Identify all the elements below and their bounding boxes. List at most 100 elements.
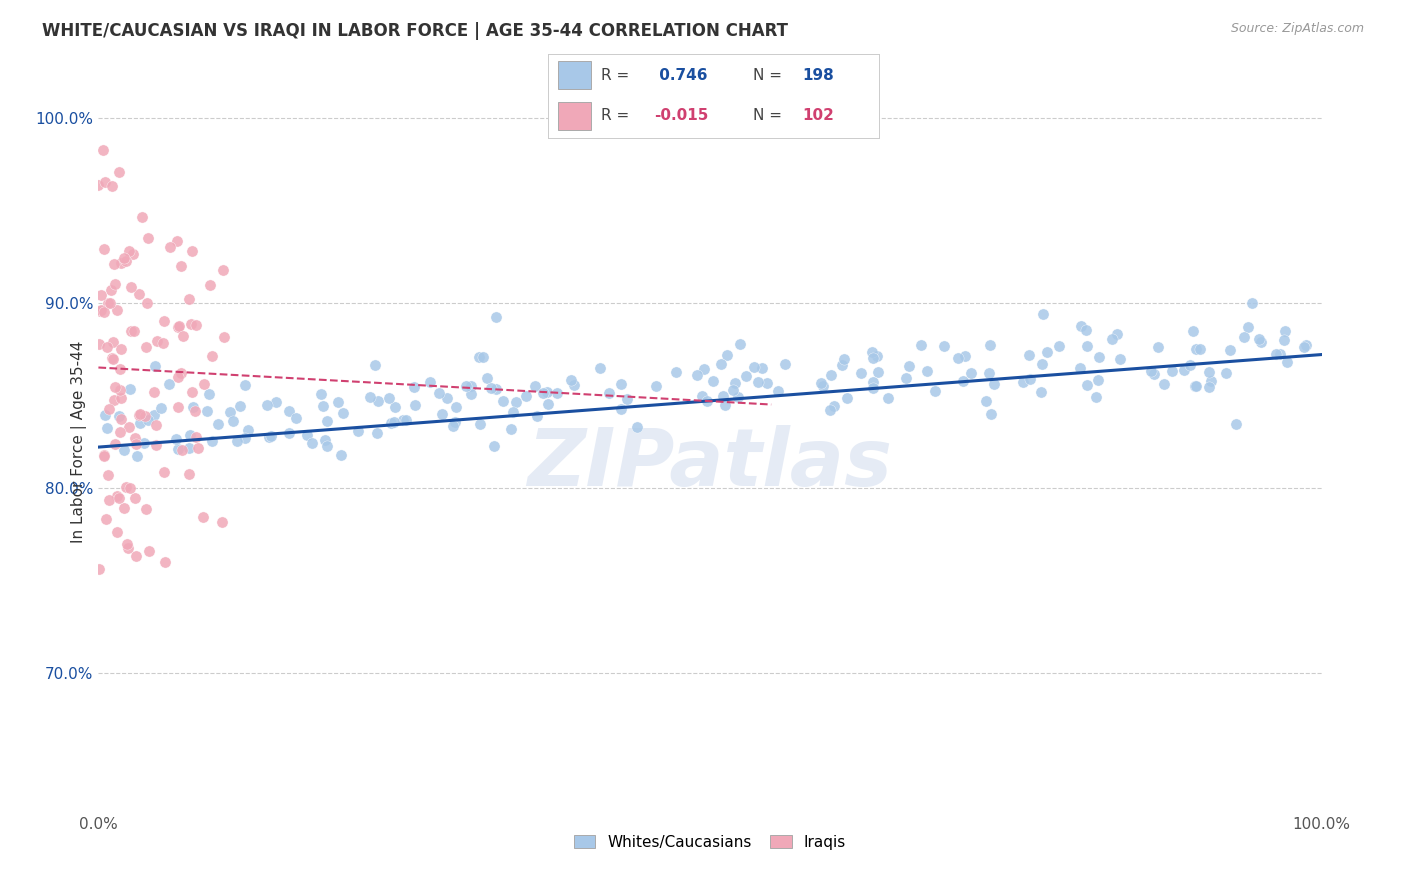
Bar [558,102,592,130]
Point [143,359,166,373]
Point [1225,417,1247,431]
Point [427,385,450,400]
Point [94,408,117,422]
Point [93,305,115,319]
Point [897,359,920,373]
Point [1250,335,1272,350]
Point [110,412,132,426]
Point [1047,338,1070,352]
Point [960,366,983,380]
Point [714,398,737,412]
Point [125,449,148,463]
Point [211,263,233,277]
Point [1199,374,1222,388]
Point [1274,334,1296,348]
Point [721,383,744,397]
Point [380,416,402,430]
Point [1018,348,1040,362]
Point [823,399,845,413]
Point [101,179,124,194]
Text: ZIPatlas: ZIPatlas [527,425,893,503]
Point [187,441,209,455]
Point [222,414,245,428]
Point [117,541,139,555]
Point [98,492,121,507]
Point [105,303,128,318]
Point [1184,378,1206,392]
Point [456,379,478,393]
Point [136,413,159,427]
Point [436,392,458,406]
Point [117,537,139,551]
Point [278,425,301,440]
Point [479,381,502,395]
Point [124,437,146,451]
Point [1140,364,1163,378]
Point [894,371,917,385]
Point [347,424,370,438]
Text: Source: ZipAtlas.com: Source: ZipAtlas.com [1230,22,1364,36]
Point [104,277,127,291]
Point [1294,340,1316,354]
Point [979,337,1001,351]
Point [124,491,146,505]
Point [1074,323,1097,337]
Point [392,413,415,427]
Point [686,368,709,383]
Point [110,342,132,356]
Point [915,364,938,378]
Point [89,303,111,318]
Text: 0.746: 0.746 [654,68,707,83]
Point [1240,296,1263,310]
Point [948,351,970,365]
Point [835,392,858,406]
Point [832,351,855,366]
Point [135,501,157,516]
Point [953,349,976,363]
Text: N =: N = [754,108,782,123]
Point [153,555,176,569]
Text: R =: R = [602,68,630,83]
Point [402,380,425,394]
Point [121,247,143,261]
Point [129,416,152,430]
Point [184,430,207,444]
Point [546,386,568,401]
Point [1143,367,1166,381]
Point [364,358,387,372]
Point [108,491,131,505]
Point [976,394,998,409]
Point [179,467,201,481]
Point [367,394,389,409]
Point [257,430,280,444]
Point [170,366,193,380]
Point [1233,330,1256,344]
Point [107,164,129,178]
Point [1147,339,1170,353]
Point [560,373,582,387]
Point [103,393,125,408]
Point [198,278,221,293]
Point [378,391,401,405]
Point [404,398,426,412]
Point [980,407,1002,421]
Point [117,244,139,259]
Point [94,176,117,190]
Point [115,480,138,494]
Text: 102: 102 [803,108,835,123]
Point [443,416,465,430]
Point [537,397,560,411]
Point [626,419,648,434]
Point [233,431,256,445]
Point [124,549,146,563]
Point [766,384,789,398]
Point [104,437,127,451]
Point [866,349,889,363]
Point [181,400,204,414]
Point [121,324,143,338]
Point [108,425,131,439]
Point [860,345,883,359]
Point [536,384,558,399]
Point [229,399,252,413]
Point [166,370,188,384]
